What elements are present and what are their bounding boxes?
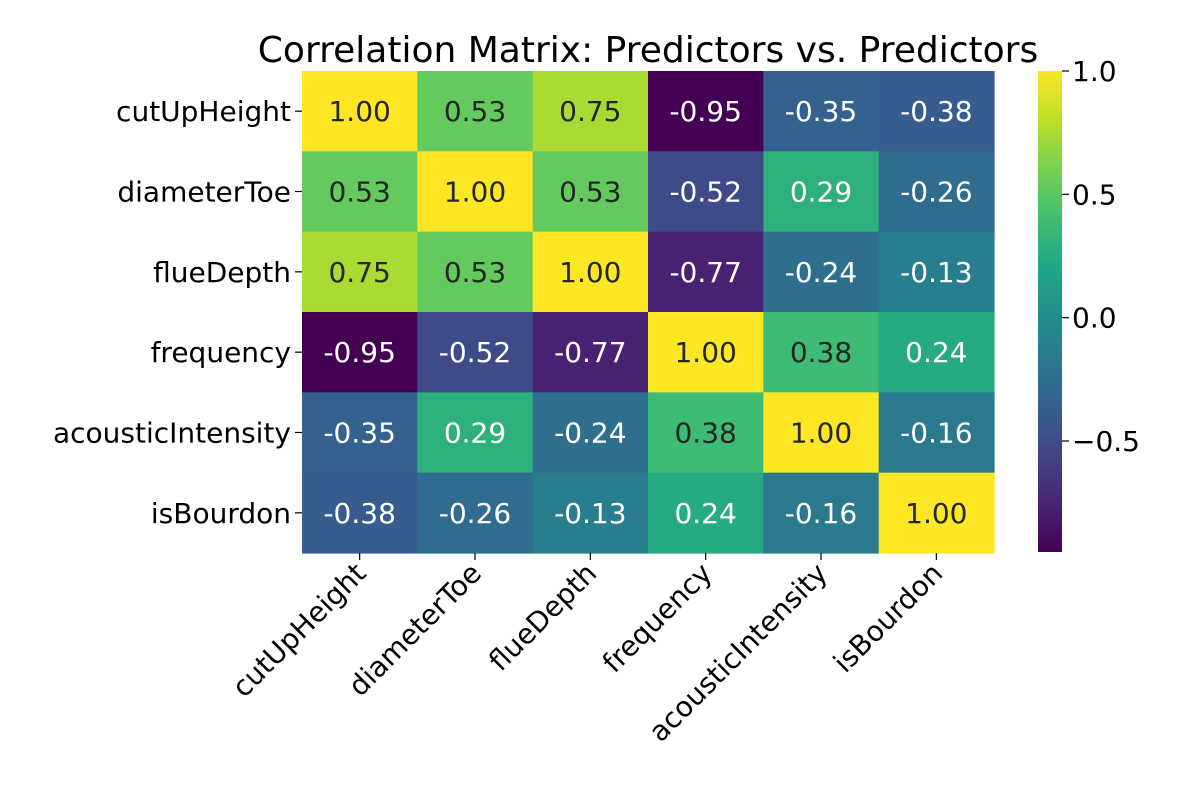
cell-value-label: -0.16 <box>785 497 857 530</box>
heatmap-cell <box>763 311 880 393</box>
colorbar-tick-label: 0.5 <box>1072 178 1117 211</box>
heatmap-cell <box>532 231 649 313</box>
cell-value-label: 0.29 <box>790 175 852 208</box>
heatmap-cell <box>532 472 649 554</box>
heatmap-cell <box>302 311 418 393</box>
y-tick-label: frequency <box>151 336 291 369</box>
x-tick-label: frequency <box>596 557 719 680</box>
y-tick-label: isBourdon <box>151 497 291 530</box>
y-axis-labels: cutUpHeight diameterToe flueDepth frequency… <box>53 95 302 530</box>
heatmap-cell <box>302 472 418 554</box>
cell-value-label: 0.53 <box>328 175 390 208</box>
cell-value-label: 1.00 <box>790 416 852 449</box>
cell-value-label: -0.16 <box>900 416 972 449</box>
heatmap-cell <box>647 311 764 393</box>
heatmap-cell <box>417 151 534 233</box>
heatmap-cell <box>878 472 995 554</box>
heatmap-cell <box>417 311 534 393</box>
heatmap-cell <box>878 151 995 233</box>
cell-value-label: -0.13 <box>900 256 972 289</box>
cell-value-label: 0.75 <box>328 256 390 289</box>
heatmap-cell <box>417 472 534 554</box>
heatmap-cell <box>878 392 995 474</box>
heatmap-cell <box>302 231 418 313</box>
heatmap-cell <box>763 151 880 233</box>
heatmap-cell <box>647 151 764 233</box>
heatmap-cell <box>532 392 649 474</box>
heatmap-cell <box>763 71 880 152</box>
heatmap-cell <box>763 392 880 474</box>
heatmap-cell <box>763 231 880 313</box>
cell-value-label: -0.77 <box>554 336 626 369</box>
heatmap-cell <box>878 231 995 313</box>
heatmap-cell <box>763 472 880 554</box>
cell-value-label: 1.00 <box>559 256 621 289</box>
heatmap-cell <box>302 392 418 474</box>
cell-value-label: 0.24 <box>674 497 736 530</box>
cell-value-label: -0.26 <box>439 497 511 530</box>
cell-value-label: 0.38 <box>674 416 736 449</box>
heatmap-cell <box>417 231 534 313</box>
heatmap-cells: 1.00 0.53 0.75 -0.95 -0.35 -0.38 0.53 1.00 0.53 -… <box>302 71 995 554</box>
cell-value-label: -0.24 <box>554 416 626 449</box>
x-axis-labels: cutUpHeightdiameterToeflueDepthfrequency… <box>226 552 949 748</box>
cell-value-label: 0.53 <box>444 95 506 128</box>
colorbar-tick-label: 0.0 <box>1072 302 1117 335</box>
heatmap-cell <box>532 151 649 233</box>
cell-value-label: -0.95 <box>669 95 741 128</box>
colorbar-tick-label: −0.5 <box>1072 425 1140 458</box>
cell-value-label: 0.53 <box>559 175 621 208</box>
heatmap-cell <box>532 71 649 152</box>
heatmap-cell <box>878 311 995 393</box>
y-tick-label: acousticIntensity <box>53 416 291 449</box>
heatmap-cell <box>302 151 418 233</box>
y-tick-label: cutUpHeight <box>116 95 291 128</box>
cell-value-label: 1.00 <box>905 497 967 530</box>
cell-value-label: 0.24 <box>905 336 967 369</box>
cell-value-label: 1.00 <box>444 175 506 208</box>
heatmap-cell <box>647 392 764 474</box>
heatmap-cell <box>302 71 418 152</box>
heatmap-cell <box>417 392 534 474</box>
cell-value-label: 1.00 <box>674 336 736 369</box>
cell-value-label: 0.38 <box>790 336 852 369</box>
heatmap-cell <box>647 231 764 313</box>
cell-value-label: -0.24 <box>785 256 857 289</box>
colorbar-tick-label: 1.0 <box>1072 55 1117 88</box>
cell-value-label: -0.77 <box>669 256 741 289</box>
cell-value-label: -0.35 <box>785 95 857 128</box>
cell-value-label: 1.00 <box>328 95 390 128</box>
heatmap-cell <box>878 71 995 152</box>
colorbar-gradient <box>1038 71 1062 552</box>
cell-value-label: 0.29 <box>444 416 506 449</box>
cell-value-label: -0.38 <box>323 497 395 530</box>
heatmap-cell <box>647 71 764 152</box>
y-tick-label: diameterToe <box>117 175 291 208</box>
cell-value-label: 0.75 <box>559 95 621 128</box>
cell-value-label: 0.53 <box>444 256 506 289</box>
cell-value-label: -0.38 <box>900 95 972 128</box>
cell-value-label: -0.52 <box>669 175 741 208</box>
cell-value-label: -0.13 <box>554 497 626 530</box>
colorbar: 1.0 0.5 0.0 −0.5 <box>1038 55 1140 552</box>
cell-value-label: -0.35 <box>323 416 395 449</box>
x-tick-label: flueDepth <box>482 557 603 678</box>
cell-value-label: -0.95 <box>323 336 395 369</box>
cell-value-label: -0.52 <box>439 336 511 369</box>
y-tick-label: flueDepth <box>153 256 291 289</box>
x-tick-label: isBourdon <box>827 557 949 679</box>
chart-title: Correlation Matrix: Predictors vs. Predi… <box>258 30 1038 71</box>
heatmap-cell <box>532 311 649 393</box>
heatmap-cell <box>647 472 764 554</box>
cell-value-label: -0.26 <box>900 175 972 208</box>
heatmap-cell <box>417 71 534 152</box>
